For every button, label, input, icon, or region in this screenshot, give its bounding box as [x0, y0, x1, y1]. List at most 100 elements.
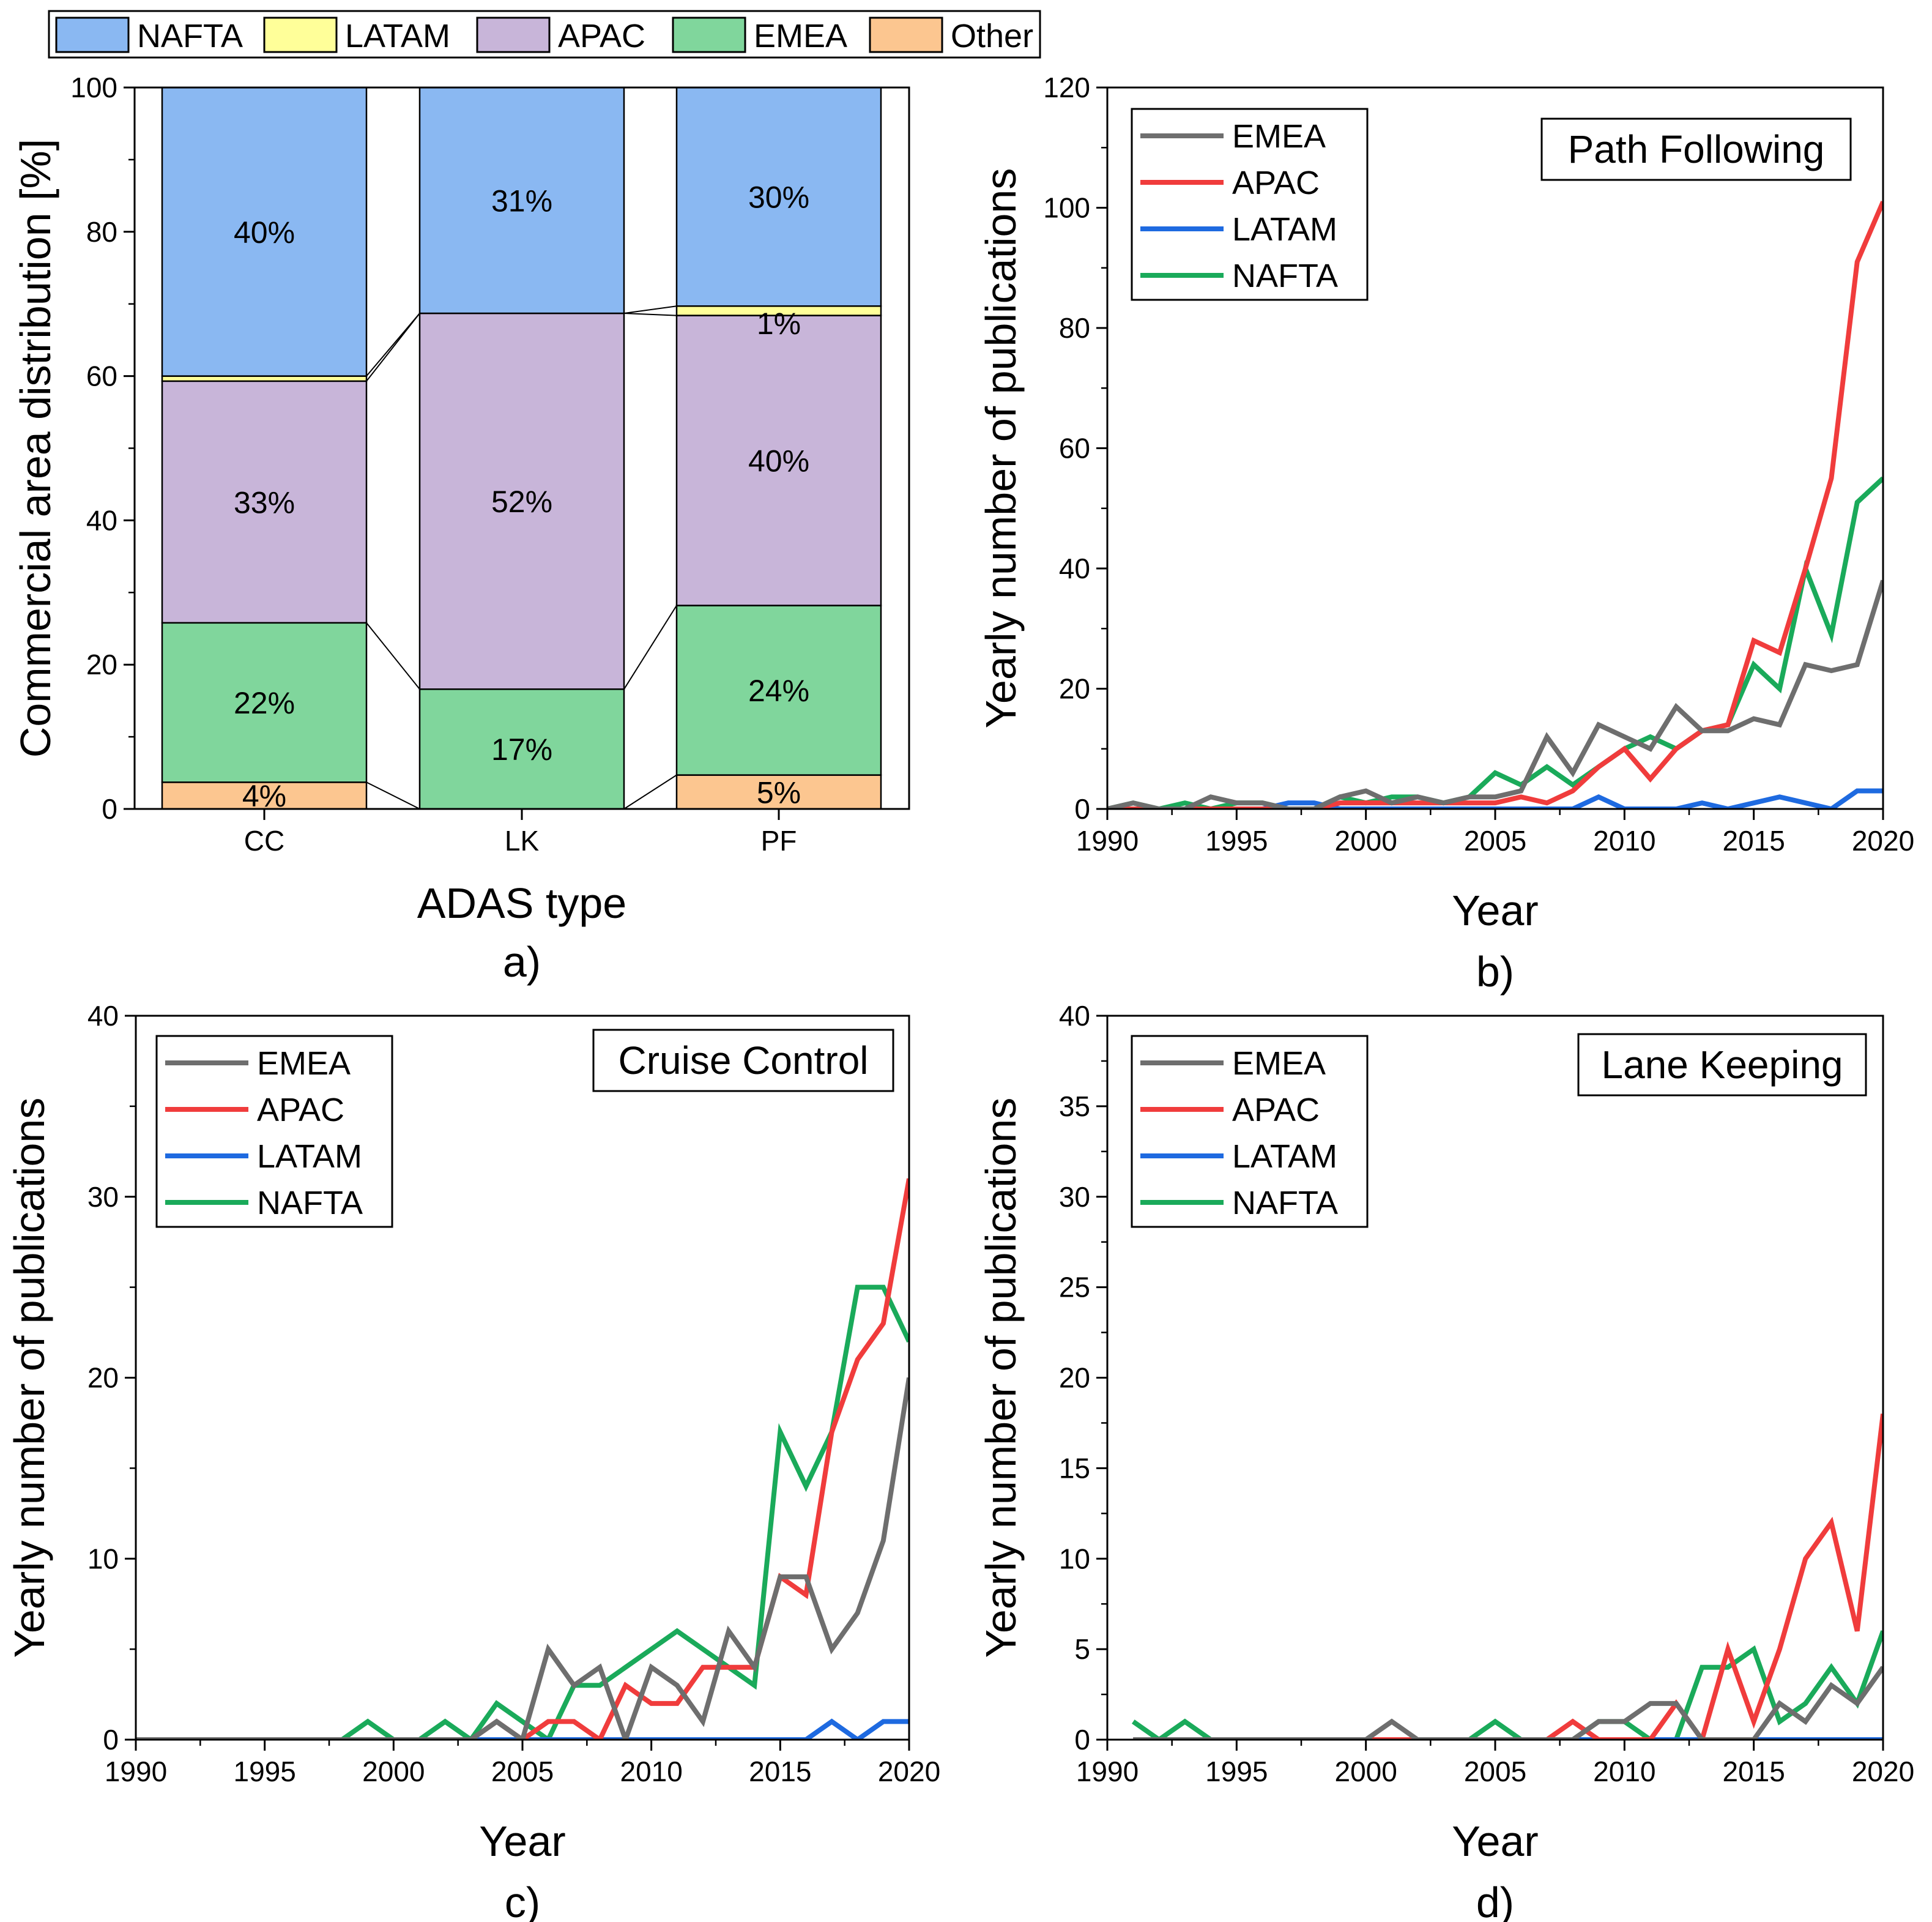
legend-label-latam: LATAM [1232, 211, 1337, 248]
y-tick-label: 100 [1043, 192, 1090, 224]
y-tick-label: 0 [103, 1724, 119, 1756]
panel-a-stacked-bar: 4% 22% 33% 40% 17% 52% 31% 5% 24% 40% 1% 30% 0 20 40 60… [12, 72, 910, 986]
legend-label-emea: EMEA [257, 1045, 351, 1082]
x-tick-label: 2015 [1722, 825, 1785, 857]
segment-label: 22% [234, 686, 295, 720]
x-tick-label: 1990 [105, 1756, 167, 1787]
y-tick-label: 120 [1043, 72, 1090, 103]
bar-pf-apac [675, 315, 882, 606]
x-tick-label: LK [505, 825, 540, 857]
legend-label-latam: LATAM [1232, 1138, 1337, 1175]
y-tick-label: 20 [87, 1362, 119, 1394]
y-tick-label: 5 [1074, 1633, 1090, 1665]
x-tick-label: 2000 [1334, 825, 1397, 857]
legend-frame [1131, 108, 1369, 301]
legend-swatch-other [869, 17, 943, 53]
chart-title: Cruise Control [618, 1038, 868, 1082]
y-tick-label: 40 [1059, 1000, 1090, 1032]
legend-label-apac: APAC [1232, 1092, 1320, 1128]
bar-lk-emea [418, 688, 625, 810]
connector-line [623, 774, 677, 810]
x-tick-label: 1995 [1205, 1756, 1268, 1787]
x-axis-label: Year [1452, 1817, 1538, 1865]
x-tick-label: PF [761, 825, 797, 857]
panel-d-lane-keeping: 1990 1995 2000 2005 2010 2015 2020 0 5 10 15 20 25 30… [977, 1000, 1914, 1922]
connector-line [623, 605, 677, 690]
line-nafta [136, 1284, 909, 1740]
bar-lk-nafta [418, 86, 625, 315]
connector-line [366, 313, 420, 377]
chart-title: Lane Keeping [1601, 1043, 1843, 1087]
connector-line [366, 622, 420, 690]
segment-label: 33% [234, 485, 295, 520]
y-tick-label: 40 [86, 504, 117, 536]
y-tick-label: 0 [1074, 1724, 1090, 1756]
segment-label: 24% [748, 674, 809, 708]
legend-label-apac: APAC [1232, 165, 1320, 201]
title-frame [1540, 117, 1852, 181]
x-tick-label: CC [244, 825, 284, 857]
x-tick-label: 2015 [749, 1756, 811, 1787]
legend-swatch-nafta [55, 17, 130, 53]
connector-line [623, 313, 677, 316]
x-axis-label: Year [1452, 887, 1538, 934]
x-tick-label: 2010 [1593, 1756, 1655, 1787]
x-tick-label: 2005 [491, 1756, 554, 1787]
x-tick-label: 2005 [1464, 1756, 1526, 1787]
y-tick-label: 80 [1059, 312, 1090, 344]
y-tick-label: 25 [1059, 1272, 1090, 1303]
line-nafta [1107, 476, 1883, 809]
legend-label-other: Other [951, 18, 1033, 54]
bar-cc-apac [161, 380, 368, 624]
segment-label: 4% [242, 779, 286, 813]
panel-label: c) [505, 1879, 540, 1922]
series-legend: EMEA APAC LATAM NAFTA [1131, 108, 1369, 301]
line-emea [1133, 1666, 1883, 1740]
x-tick-label: 2000 [1334, 1756, 1397, 1787]
y-tick-label: 60 [86, 360, 117, 392]
y-axis-label: Yearly number of publications [6, 1098, 53, 1658]
legend-label-apac: APAC [558, 18, 645, 54]
x-axis-label: Year [479, 1817, 565, 1865]
x-tick-label: 2010 [1593, 825, 1655, 857]
segment-label: 40% [748, 444, 809, 479]
x-tick-label: 2020 [878, 1756, 940, 1787]
legend-label-emea: EMEA [1232, 1045, 1326, 1082]
legend-swatch-apac [476, 17, 551, 53]
x-tick-label: 1995 [233, 1756, 295, 1787]
series-legend: EMEA APAC LATAM NAFTA [155, 1035, 393, 1228]
y-tick-label: 30 [1059, 1181, 1090, 1213]
y-tick-label: 10 [87, 1543, 119, 1574]
y-tick-label: 20 [1059, 673, 1090, 705]
y-tick-label: 30 [87, 1181, 119, 1213]
segment-label: 5% [757, 775, 801, 810]
y-tick-label: 40 [1059, 553, 1090, 584]
line-nafta [1131, 1630, 1883, 1740]
y-tick-label: 15 [1059, 1452, 1090, 1484]
segment-label: 1% [757, 307, 801, 341]
y-tick-label: 20 [86, 649, 117, 680]
y-tick-label: 10 [1059, 1543, 1090, 1574]
legend-label-nafta: NAFTA [257, 1185, 363, 1221]
legend-label-emea: EMEA [1232, 118, 1326, 155]
legend-label-nafta: NAFTA [1232, 258, 1338, 294]
line-apac [1133, 1414, 1883, 1740]
segment-label: 30% [748, 181, 809, 215]
segment-label: 31% [491, 184, 552, 218]
x-tick-label: 1990 [1076, 1756, 1139, 1787]
x-tick-label: 2020 [1852, 825, 1914, 857]
legend-swatch-latam [263, 17, 338, 53]
y-tick-label: 100 [70, 72, 117, 103]
line-emea [1107, 579, 1883, 809]
x-tick-label: 2010 [620, 1756, 682, 1787]
series-lines [1107, 201, 1883, 809]
y-tick-label: 80 [86, 216, 117, 248]
top-legend: NAFTA LATAM APAC EMEA Other [48, 10, 1041, 59]
bar-pf-other [675, 774, 882, 810]
panel-b-path-following: 1990 1995 2000 2005 2010 2015 2020 0 20 40 60 80 100… [977, 72, 1914, 996]
x-axis-label: ADAS type [417, 879, 626, 927]
line-latam [1107, 788, 1883, 809]
panel-label: b) [1476, 948, 1514, 996]
panel-label: d) [1476, 1879, 1514, 1922]
